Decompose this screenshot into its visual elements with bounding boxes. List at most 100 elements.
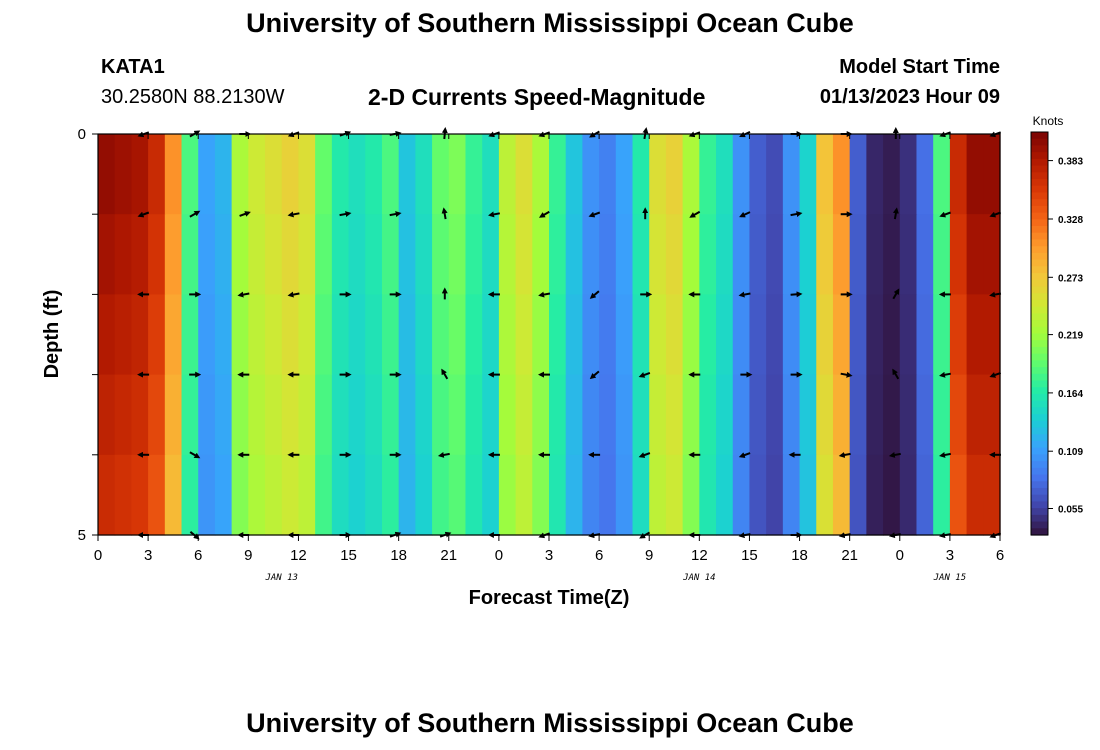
colorbar-segment: [1031, 373, 1048, 382]
colorbar-segment: [1031, 333, 1048, 341]
colorbar-segment: [1031, 132, 1048, 140]
model-start-value: 01/13/2023 Hour 09: [819, 86, 1000, 108]
heatmap-cell: [665, 294, 684, 376]
heatmap-cell: [448, 214, 467, 295]
heatmap-cell: [515, 134, 533, 215]
heatmap-cell: [916, 134, 934, 215]
heatmap-cell: [582, 214, 600, 295]
current-vector: [237, 291, 250, 298]
heatmap-cell: [899, 294, 918, 376]
heatmap-cell: [782, 214, 801, 295]
heatmap-cell: [933, 374, 951, 456]
heatmap-cell: [265, 454, 283, 536]
heatmap-cell: [916, 454, 934, 536]
current-vector: [888, 452, 901, 458]
heatmap-cell: [615, 214, 634, 295]
x-tick-label: 12: [290, 547, 307, 564]
heatmap-cell: [983, 214, 1001, 295]
heatmap-cell: [315, 454, 333, 536]
current-vector: [739, 211, 751, 218]
x-tick-label: 12: [691, 547, 708, 564]
heatmap-cell: [866, 214, 884, 295]
heatmap-cell: [465, 214, 483, 295]
heatmap-cell: [114, 454, 132, 536]
heatmap-cell: [432, 134, 450, 215]
heatmap-cell: [381, 294, 400, 376]
bottom-title: University of Southern Mississippi Ocean…: [246, 708, 854, 738]
heatmap-cell: [298, 454, 316, 536]
heatmap-cell: [231, 294, 249, 376]
colorbar-segment: [1031, 326, 1048, 335]
heatmap-cell: [599, 374, 617, 456]
current-vector: [892, 288, 900, 300]
heatmap-cell: [231, 134, 249, 215]
heatmap-cell: [398, 454, 416, 536]
heatmap-cell: [649, 374, 667, 456]
heatmap-cell: [381, 214, 400, 295]
heatmap-cell: [766, 294, 784, 376]
heatmap-cell: [849, 294, 867, 376]
current-vector: [892, 368, 900, 380]
heatmap-cell: [949, 454, 968, 536]
heatmap-cell: [532, 214, 550, 295]
heatmap-cell: [716, 454, 734, 536]
colorbar-segment: [1031, 494, 1048, 503]
heatmap-cell: [365, 134, 383, 215]
heatmap-cell: [265, 294, 283, 376]
heatmap-cell: [916, 294, 934, 376]
x-tick-label: 15: [741, 547, 758, 564]
current-vector: [738, 452, 751, 458]
current-vector: [189, 451, 201, 459]
colorbar-segment: [1031, 266, 1048, 274]
heatmap-cell: [148, 454, 166, 536]
heatmap-cell: [381, 454, 400, 536]
heatmap-cell: [281, 134, 300, 215]
x-tick-label: 15: [340, 547, 357, 564]
heatmap-cell: [699, 294, 717, 376]
heatmap-cell: [816, 454, 834, 536]
heatmap-cell: [716, 134, 734, 215]
heatmap-cell: [983, 454, 1001, 536]
heatmap-cell: [265, 374, 283, 456]
heatmap-cell: [565, 134, 583, 215]
x-tick-label: 3: [144, 547, 152, 564]
heatmap-cell: [866, 134, 884, 215]
colorbar-segment: [1031, 179, 1048, 187]
colorbar-segment: [1031, 387, 1048, 395]
heatmap-cell: [832, 214, 851, 295]
colorbar-segment: [1031, 212, 1048, 220]
heatmap-cell: [883, 294, 901, 376]
heatmap-cell: [331, 374, 350, 456]
heatmap-cell: [415, 134, 433, 215]
heatmap-cell: [866, 454, 884, 536]
heatmap-cell: [615, 454, 634, 536]
page-title: University of Southern Mississippi Ocean…: [246, 8, 854, 38]
x-tick-label: 0: [495, 547, 503, 564]
heatmap-cell: [331, 454, 350, 536]
heatmap-cell: [482, 374, 500, 456]
heatmap-cell: [415, 214, 433, 295]
heatmap-cell: [983, 134, 1001, 215]
heatmap-cell: [615, 374, 634, 456]
heatmap-cell: [766, 214, 784, 295]
heatmap-cell: [498, 294, 517, 376]
heatmap-cell: [716, 294, 734, 376]
current-vector: [389, 211, 402, 217]
colorbar-segment: [1031, 501, 1048, 509]
station-id: KATA1: [101, 56, 165, 78]
heatmap-cell: [665, 214, 684, 295]
current-vector: [538, 291, 551, 298]
heatmap-cell: [699, 214, 717, 295]
heatmap-cell: [114, 134, 132, 215]
heatmap-cell: [549, 374, 567, 456]
heatmap-cell: [916, 374, 934, 456]
heatmap-cell: [398, 294, 416, 376]
heatmap-cell: [615, 134, 634, 215]
chart-title: 2-D Currents Speed-Magnitude: [368, 84, 706, 110]
colorbar-segment: [1031, 273, 1048, 281]
heatmap-cell: [482, 134, 500, 215]
colorbar-segment: [1031, 219, 1048, 227]
heatmap-cell: [198, 454, 216, 536]
colorbar-segment: [1031, 420, 1048, 429]
colorbar-segment: [1031, 252, 1048, 261]
